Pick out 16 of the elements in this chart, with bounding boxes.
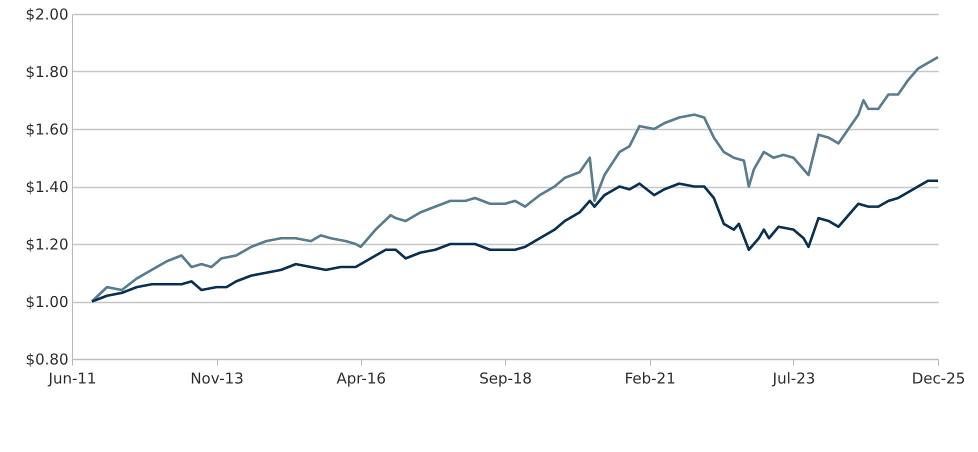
x-tick-label: Nov-13: [190, 370, 244, 388]
x-tick-label: Jul-23: [772, 370, 816, 388]
y-tick-label: $1.80: [26, 63, 68, 81]
line-series: [90, 179, 940, 303]
y-tick-label: $0.80: [26, 350, 68, 368]
y-tick-label: $1.20: [26, 236, 68, 254]
y-tick-label: $1.00: [26, 293, 68, 311]
line-series: [90, 56, 940, 303]
x-tick-label: Feb-21: [624, 370, 676, 388]
x-tick-label: Dec-25: [912, 370, 966, 388]
y-tick-label: $2.00: [26, 6, 68, 24]
y-tick-label: $1.40: [26, 178, 68, 196]
y-tick-label: $1.60: [26, 120, 68, 138]
x-tick-label: Jun-11: [48, 370, 96, 388]
x-tick-label: Apr-16: [336, 370, 386, 388]
x-tick-label: Sep-18: [479, 370, 532, 388]
